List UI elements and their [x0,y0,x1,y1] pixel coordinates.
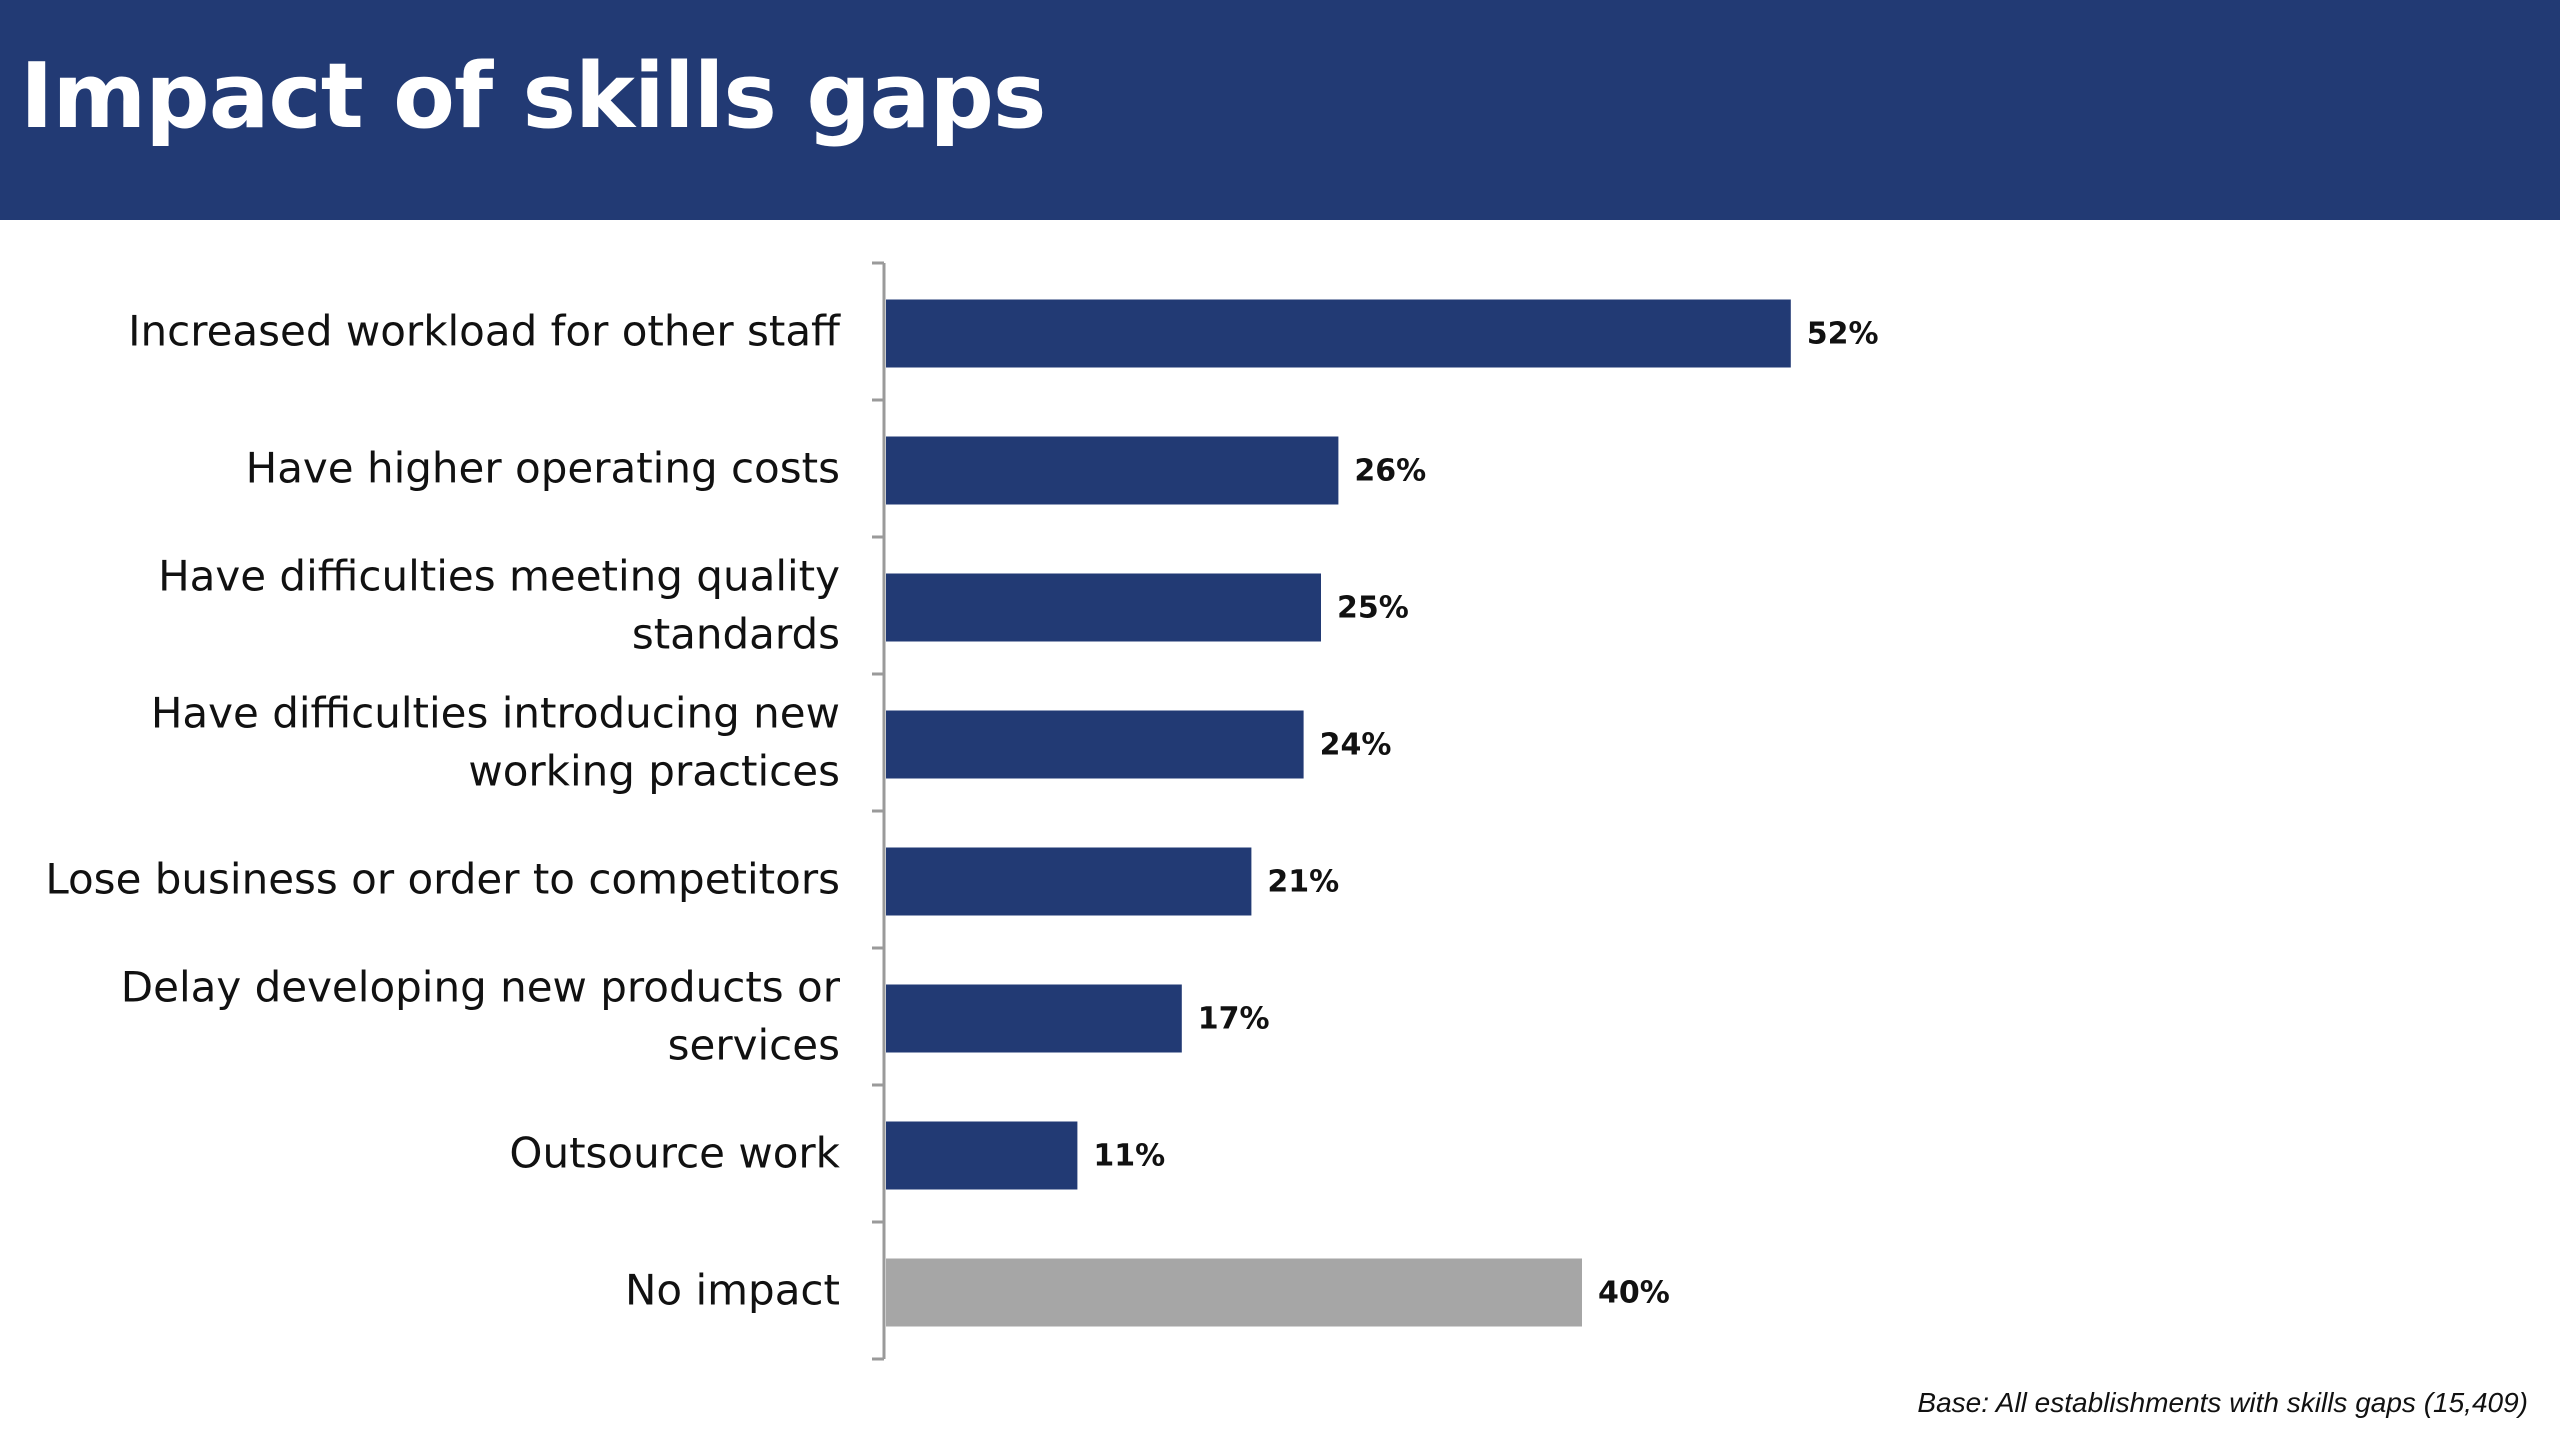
bar [886,847,1252,916]
chart-category-labels: Increased workload for other staff Have h… [45,307,841,1315]
value-label: 24% [1320,728,1392,763]
value-label: 11% [1093,1139,1165,1174]
chart-axis [872,261,886,1361]
bar [886,299,1791,368]
category-label: Have higher operating costs [246,444,840,493]
value-label: 25% [1337,591,1409,626]
bar [886,984,1182,1053]
value-label: 26% [1354,454,1426,489]
category-label: Lose business or order to competitors [45,855,840,904]
page-title: Impact of skills gaps [20,44,1046,149]
category-label: No impact [625,1266,840,1315]
chart-bars [886,299,1791,1327]
category-label: Outsource work [509,1129,840,1178]
category-label: working practices [468,747,840,796]
bar-chart: 52% 26% 25% 24% 21% 17% 11% 40% Increased workl… [45,261,1879,1361]
category-label: Have difficulties meeting quality [158,552,840,601]
bar [886,1121,1078,1190]
category-label: standards [632,610,840,659]
category-label: services [668,1021,840,1070]
category-label: Increased workload for other staff [128,307,841,356]
bar [886,1258,1582,1327]
bar [886,436,1339,505]
title-banner: Impact of skills gaps [0,0,2560,220]
footnote: Base: All establishments with skills gap… [1917,1387,2528,1418]
value-label: 40% [1598,1276,1670,1311]
value-label: 52% [1807,317,1879,352]
category-label: Have difficulties introducing new [151,689,840,738]
value-label: 17% [1198,1002,1270,1037]
chart-value-labels: 52% 26% 25% 24% 21% 17% 11% 40% [1093,317,1878,1311]
bar [886,710,1304,779]
value-label: 21% [1267,865,1339,900]
bar [886,573,1321,642]
category-label: Delay developing new products or [121,963,841,1012]
